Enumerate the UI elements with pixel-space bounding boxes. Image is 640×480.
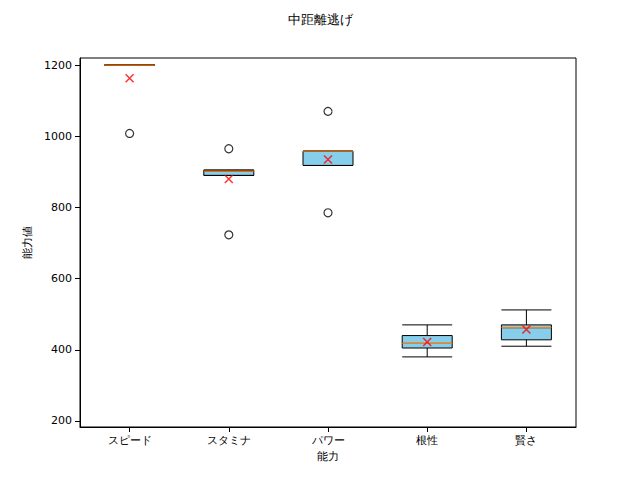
svg-text:1000: 1000: [44, 130, 72, 143]
svg-text:スタミナ: スタミナ: [207, 434, 251, 447]
svg-text:800: 800: [51, 201, 72, 214]
svg-text:根性: 根性: [416, 434, 438, 447]
svg-text:能力値: 能力値: [21, 226, 34, 259]
svg-text:能力: 能力: [317, 450, 339, 463]
svg-text:200: 200: [51, 414, 72, 427]
svg-text:パワー: パワー: [311, 434, 345, 447]
svg-text:賢さ: 賢さ: [515, 434, 537, 447]
svg-text:600: 600: [51, 272, 72, 285]
svg-text:1200: 1200: [44, 59, 72, 72]
svg-text:中距離逃げ: 中距離逃げ: [288, 12, 354, 27]
svg-text:400: 400: [51, 343, 72, 356]
svg-text:スピード: スピード: [108, 434, 152, 447]
